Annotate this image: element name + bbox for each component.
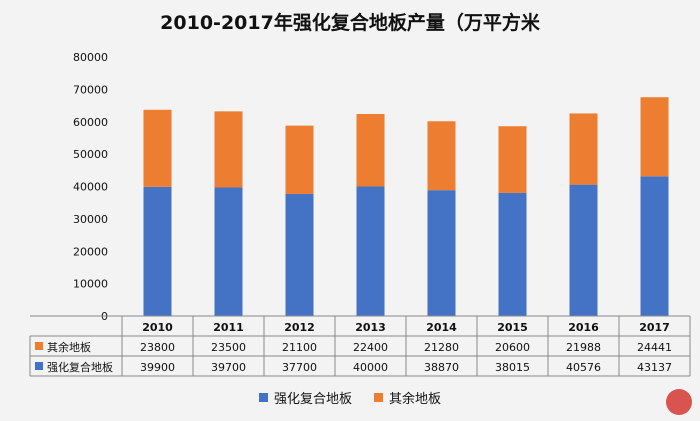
legend-item-series-0: 强化复合地板 — [258, 388, 352, 407]
bar-laminate-2012 — [285, 193, 314, 316]
y-tick-label: 70000 — [73, 83, 108, 96]
x-tick-label: 2010 — [142, 321, 173, 334]
table-data-label: 40576 — [566, 361, 601, 374]
y-tick-label: 20000 — [73, 245, 108, 258]
legend-label-0: 强化复合地板 — [273, 392, 352, 407]
bar-laminate-2013 — [356, 186, 385, 316]
legend-item-series-1: 其余地板 — [374, 388, 441, 407]
bar-other-2010 — [143, 109, 172, 187]
table-data-label: 23800 — [140, 341, 175, 354]
x-tick-label: 2014 — [426, 321, 457, 334]
bar-other-2011 — [214, 111, 243, 188]
table-data-label: 38870 — [424, 361, 459, 374]
table-data-label: 39700 — [211, 361, 246, 374]
x-tick-label: 2011 — [213, 321, 244, 334]
x-tick-label: 2016 — [568, 321, 599, 334]
chart-title: 2010-2017年强化复合地板产量（万平方米 — [160, 12, 540, 34]
table-legend-key — [35, 342, 43, 350]
app-logo-watermark — [666, 389, 692, 415]
x-tick-label: 2017 — [639, 321, 670, 334]
table-data-label: 21100 — [282, 341, 317, 354]
bar-laminate-2016 — [569, 184, 598, 316]
bar-laminate-2011 — [214, 187, 243, 316]
bar-other-2016 — [569, 113, 598, 185]
y-tick-label: 40000 — [73, 181, 108, 194]
y-tick-label: 30000 — [73, 213, 108, 226]
bar-laminate-2010 — [143, 186, 172, 316]
legend-swatch-1 — [374, 393, 383, 402]
table-data-label: 24441 — [637, 341, 672, 354]
table-data-label: 22400 — [353, 341, 388, 354]
chart-legend: 强化复合地板 其余地板 — [0, 388, 700, 407]
bar-laminate-2014 — [427, 190, 456, 316]
y-tick-label: 10000 — [73, 278, 108, 291]
x-tick-label: 2015 — [497, 321, 528, 334]
bar-laminate-2015 — [498, 192, 527, 316]
legend-swatch-0 — [258, 393, 268, 402]
bar-other-2012 — [285, 125, 314, 194]
table-data-label: 23500 — [211, 341, 246, 354]
y-tick-label: 60000 — [73, 116, 108, 129]
x-tick-label: 2013 — [355, 321, 386, 334]
legend-label-1: 其余地板 — [389, 392, 442, 407]
table-legend-key — [35, 362, 43, 370]
bar-other-2017 — [640, 97, 669, 177]
table-data-label: 37700 — [282, 361, 317, 374]
table-data-label: 40000 — [353, 361, 388, 374]
table-series-label: 其余地板 — [47, 340, 91, 354]
bar-laminate-2017 — [640, 176, 669, 316]
bar-other-2014 — [427, 121, 456, 191]
table-data-label: 20600 — [495, 341, 530, 354]
table-data-label: 21280 — [424, 341, 459, 354]
table-data-label: 39900 — [140, 361, 175, 374]
bar-other-2015 — [498, 126, 527, 193]
y-tick-label: 80000 — [73, 51, 108, 64]
table-series-label: 强化复合地板 — [47, 360, 113, 374]
table-data-label: 21988 — [566, 341, 601, 354]
y-tick-label: 50000 — [73, 148, 108, 161]
table-data-label: 38015 — [495, 361, 530, 374]
bar-other-2013 — [356, 113, 385, 187]
x-tick-label: 2012 — [284, 321, 315, 334]
table-data-label: 43137 — [637, 361, 672, 374]
